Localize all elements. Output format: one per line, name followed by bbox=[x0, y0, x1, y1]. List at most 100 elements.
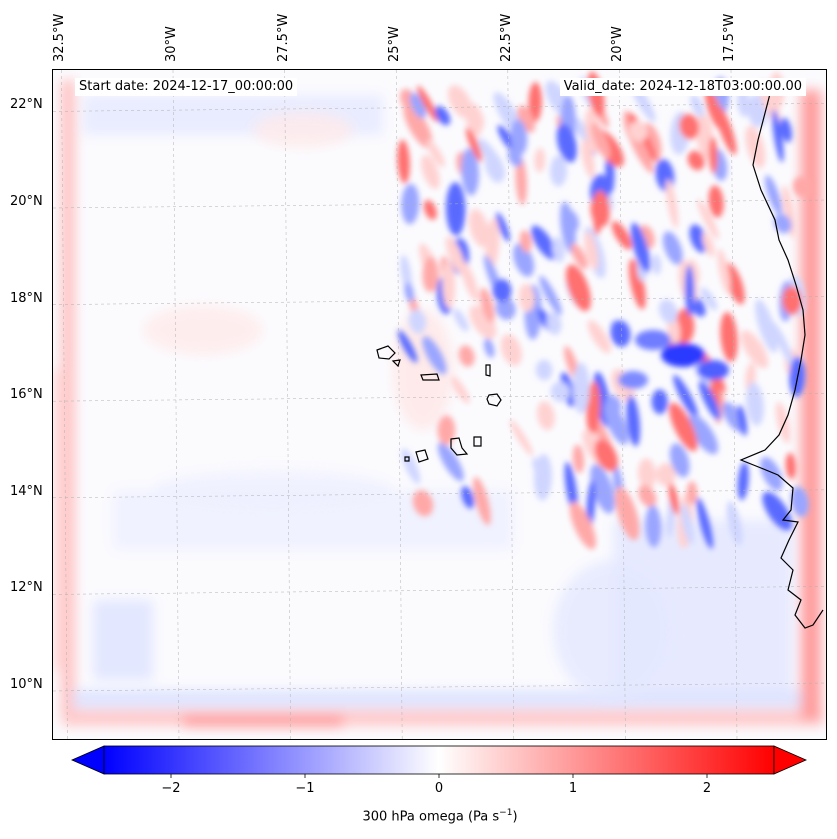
gridlines bbox=[53, 70, 826, 739]
meridian-line bbox=[730, 70, 738, 739]
ascent-streak bbox=[740, 330, 769, 369]
descent-core bbox=[635, 330, 671, 350]
ascent-streak bbox=[480, 287, 495, 323]
cape-verde-island bbox=[450, 437, 469, 456]
longitude-label: 20°W bbox=[610, 26, 626, 62]
colorbar-tick-label: 0 bbox=[434, 781, 444, 796]
latitude-label: 14°N bbox=[10, 483, 43, 499]
ascent-streak bbox=[782, 286, 802, 315]
longitude-label: 17.5°W bbox=[722, 13, 737, 62]
longitude-label: 30°W bbox=[164, 26, 179, 62]
descent-streak bbox=[550, 155, 568, 187]
ascent-streak bbox=[591, 122, 611, 159]
ascent-streak bbox=[534, 148, 546, 173]
descent-streak bbox=[561, 209, 579, 233]
ascent-streak bbox=[717, 248, 731, 294]
start-date-label: Start date: 2024-12-17_00:00:00 bbox=[75, 78, 298, 96]
ascent-streak bbox=[785, 452, 796, 480]
descent-streak bbox=[397, 330, 418, 363]
ascent-streak bbox=[450, 376, 470, 404]
latitude-label: 22°N bbox=[10, 97, 43, 113]
descent-streak bbox=[605, 394, 622, 416]
ascent-streak bbox=[611, 221, 632, 250]
ascent-streak bbox=[468, 208, 490, 248]
ascent-streak bbox=[403, 103, 433, 149]
descent-streak bbox=[772, 109, 784, 163]
colorbar-bar bbox=[103, 745, 775, 775]
colorbar bbox=[71, 745, 807, 778]
descent-streak bbox=[626, 395, 641, 447]
ascent-streak bbox=[437, 415, 456, 446]
descent-streak bbox=[630, 222, 651, 273]
descent-streak bbox=[737, 405, 748, 436]
boundary-artifacts bbox=[53, 80, 823, 727]
descent-streak bbox=[453, 308, 469, 332]
descent-streak bbox=[669, 443, 690, 478]
descent-streak bbox=[662, 231, 683, 265]
ascent-streak bbox=[565, 264, 591, 312]
ascent-streak bbox=[708, 136, 718, 174]
ascent-streak bbox=[473, 476, 491, 526]
cape-verde-island bbox=[376, 345, 396, 360]
descent-streak bbox=[645, 505, 662, 548]
descent-streak bbox=[773, 213, 792, 234]
colorbar-tick-label: 1 bbox=[568, 781, 578, 796]
descent-streak bbox=[780, 117, 792, 143]
meridian-line bbox=[395, 70, 403, 739]
ascent-streak bbox=[686, 481, 698, 505]
ascent-streak bbox=[581, 139, 595, 178]
descent-streak bbox=[746, 382, 764, 426]
latitude-label: 10°N bbox=[10, 677, 43, 692]
ascent-streak bbox=[458, 345, 475, 367]
descent-core bbox=[697, 360, 729, 380]
ascent-streak bbox=[570, 243, 588, 270]
ascent-streak bbox=[697, 199, 720, 240]
descent-streak bbox=[404, 282, 414, 303]
descent-core bbox=[618, 371, 648, 389]
descent-streak bbox=[483, 338, 495, 358]
descent-streak bbox=[422, 336, 447, 375]
ascent-streak bbox=[572, 444, 585, 474]
ascent-streak bbox=[569, 501, 597, 550]
colorbar-extend-max bbox=[773, 745, 807, 775]
descent-streak bbox=[461, 486, 475, 509]
descent-streak bbox=[556, 123, 577, 163]
ascent-streak bbox=[792, 176, 812, 198]
cape-verde-island bbox=[420, 373, 440, 381]
descent-streak bbox=[658, 299, 678, 324]
ascent-streak bbox=[417, 85, 439, 122]
broad-patches bbox=[143, 112, 673, 700]
descent-streak bbox=[534, 454, 552, 501]
ascent-streak bbox=[587, 320, 611, 354]
descent-streak bbox=[445, 182, 466, 236]
ascent-streak bbox=[519, 230, 532, 253]
ascent-streak bbox=[775, 402, 791, 444]
ascent-streak bbox=[615, 486, 640, 541]
cape-verde-island bbox=[485, 364, 491, 377]
descent-streak bbox=[550, 381, 571, 402]
colorbar-title-close: ) bbox=[512, 809, 518, 825]
descent-streak bbox=[673, 374, 699, 420]
valid-date-label: Valid_date: 2024-12-18T03:00:00.00 bbox=[559, 78, 806, 96]
descent-streak bbox=[535, 359, 553, 381]
ascent-streak bbox=[536, 401, 555, 431]
descent-streak bbox=[546, 311, 562, 335]
meridian-line bbox=[61, 70, 68, 739]
ascent-streak bbox=[518, 283, 535, 312]
ascent-streak bbox=[584, 231, 599, 270]
ascent-streak bbox=[412, 490, 434, 517]
ascent-streak bbox=[668, 483, 680, 515]
ascent-streak bbox=[665, 179, 679, 229]
latitude-label: 20°N bbox=[10, 194, 43, 209]
ascent-streak bbox=[679, 113, 700, 140]
cape-verde-island bbox=[473, 436, 482, 447]
descent-streak bbox=[790, 486, 809, 517]
descent-streak bbox=[700, 287, 718, 311]
ascent-streak bbox=[637, 458, 657, 490]
descent-streak bbox=[539, 275, 562, 316]
longitude-label: 27.5°W bbox=[275, 13, 291, 62]
descent-streak bbox=[495, 297, 516, 320]
ascent-streak bbox=[465, 127, 483, 162]
descent-streak bbox=[400, 255, 412, 292]
descent-streak bbox=[408, 309, 426, 334]
